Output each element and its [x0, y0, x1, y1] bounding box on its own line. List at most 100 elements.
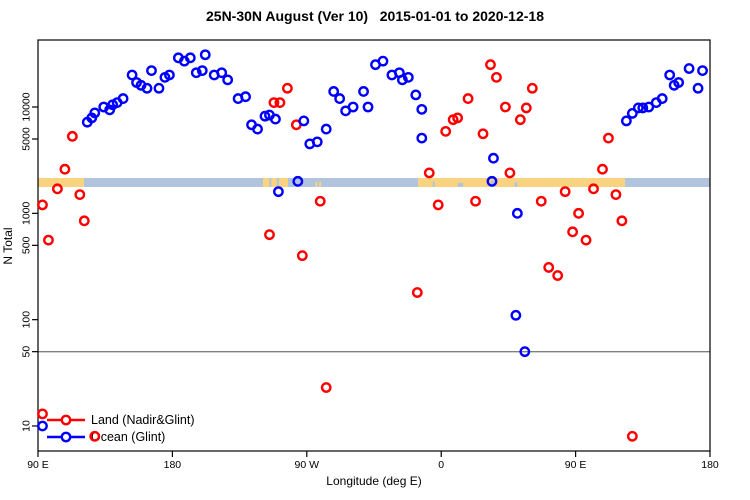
ocean-point: [664, 69, 676, 81]
legend-label-land: Land (Nadir&Glint): [91, 413, 195, 427]
land-point: [281, 82, 293, 94]
ocean-point: [252, 123, 263, 135]
land-point: [603, 132, 614, 144]
ocean-point: [216, 67, 228, 79]
data-points-layer: [37, 49, 708, 442]
y-tick-label: 100: [21, 311, 33, 329]
band-segment-ocean: [625, 178, 710, 187]
ocean-point: [632, 102, 644, 114]
land-point: [491, 71, 502, 83]
land-point: [504, 167, 516, 179]
land-point: [452, 112, 464, 124]
ocean-point: [259, 110, 271, 122]
land-point: [440, 125, 452, 137]
ocean-point: [141, 82, 153, 94]
ocean-point: [146, 65, 157, 76]
chart-title: 25N-30N August (Ver 10) 2015-01-01 to 20…: [206, 8, 544, 24]
x-tick-label: 90 W: [295, 459, 320, 471]
ocean-point: [184, 52, 196, 64]
land-point: [66, 130, 78, 142]
legend-label-ocean: Ocean (Glint): [91, 430, 165, 444]
ocean-point: [510, 309, 522, 321]
ocean-point: [402, 71, 414, 83]
ocean-point: [199, 49, 211, 61]
ocean-point: [358, 86, 369, 97]
land-point: [485, 59, 496, 71]
land-point: [535, 195, 547, 207]
land-point: [526, 82, 538, 94]
x-tick-label: 90 E: [27, 459, 49, 471]
land-point: [314, 195, 326, 207]
ocean-point: [519, 346, 531, 358]
land-point: [520, 102, 532, 114]
ocean-point: [126, 69, 138, 81]
land-point: [543, 262, 555, 273]
ocean-point: [222, 74, 234, 86]
land-point: [264, 229, 275, 241]
x-tick-label: 0: [438, 459, 444, 471]
band-notch-ocean: [514, 182, 518, 187]
band-notch-ocean: [432, 181, 435, 187]
band-notch-ocean: [276, 178, 279, 187]
land-point: [37, 199, 48, 211]
land-point: [432, 199, 444, 211]
y-tick-label: 50: [21, 346, 33, 358]
ocean-point: [377, 55, 389, 67]
axes-layer: 90 E 180 90 W 0 90 E 180 10 50 100 500 1000 5000 100…: [21, 39, 719, 471]
land-point: [59, 163, 71, 175]
ocean-point: [620, 115, 632, 127]
land-point: [610, 189, 622, 201]
land-point: [588, 183, 599, 195]
y-tick-label: 5000: [21, 127, 33, 151]
land-point: [52, 183, 63, 195]
ocean-point: [311, 136, 323, 148]
legend-symbols: [47, 414, 85, 443]
band-segment-land: [38, 178, 84, 187]
ocean-point: [190, 67, 202, 79]
ocean-point: [656, 93, 668, 104]
band-notch-ocean: [269, 178, 272, 187]
y-tick-label: 1000: [21, 201, 33, 225]
ocean-point: [196, 65, 208, 76]
land-point: [597, 163, 608, 175]
band-notch-ocean: [458, 182, 464, 187]
legend-marker-land: [60, 414, 72, 426]
x-axis-label: Longitude (deg E): [326, 474, 421, 488]
land-point: [514, 114, 526, 126]
ocean-point: [292, 175, 304, 187]
ocean-point: [240, 91, 251, 103]
land-point: [573, 207, 584, 219]
band-notch-land: [315, 181, 318, 187]
ocean-point: [298, 115, 310, 127]
ocean-point: [486, 175, 498, 187]
legend-marker-ocean: [60, 431, 72, 443]
ocean-point: [692, 82, 704, 94]
land-point: [626, 430, 638, 442]
land-point: [552, 270, 564, 281]
ocean-point: [347, 101, 359, 113]
land-point: [296, 250, 308, 262]
ocean-point: [37, 420, 48, 432]
ocean-point: [697, 65, 708, 76]
ocean-point: [626, 108, 638, 119]
land-point: [580, 234, 592, 246]
ocean-point: [416, 132, 428, 144]
ocean-point: [273, 186, 284, 198]
land-point: [78, 215, 90, 227]
x-tick-label: 180: [164, 459, 182, 471]
ocean-point: [643, 101, 655, 113]
y-tick-label: 10: [21, 420, 33, 432]
ocean-point: [416, 103, 428, 115]
land-point: [89, 430, 101, 442]
land-point: [462, 93, 474, 104]
ocean-point: [362, 101, 374, 113]
land-point: [423, 167, 435, 179]
ocean-point: [270, 113, 281, 125]
x-tick-label: 90 E: [565, 459, 587, 471]
ocean-point: [117, 93, 129, 104]
y-tick-label: 500: [21, 236, 33, 254]
land-point: [559, 186, 571, 198]
ocean-point: [410, 89, 422, 101]
plot-frame: [37, 39, 711, 452]
